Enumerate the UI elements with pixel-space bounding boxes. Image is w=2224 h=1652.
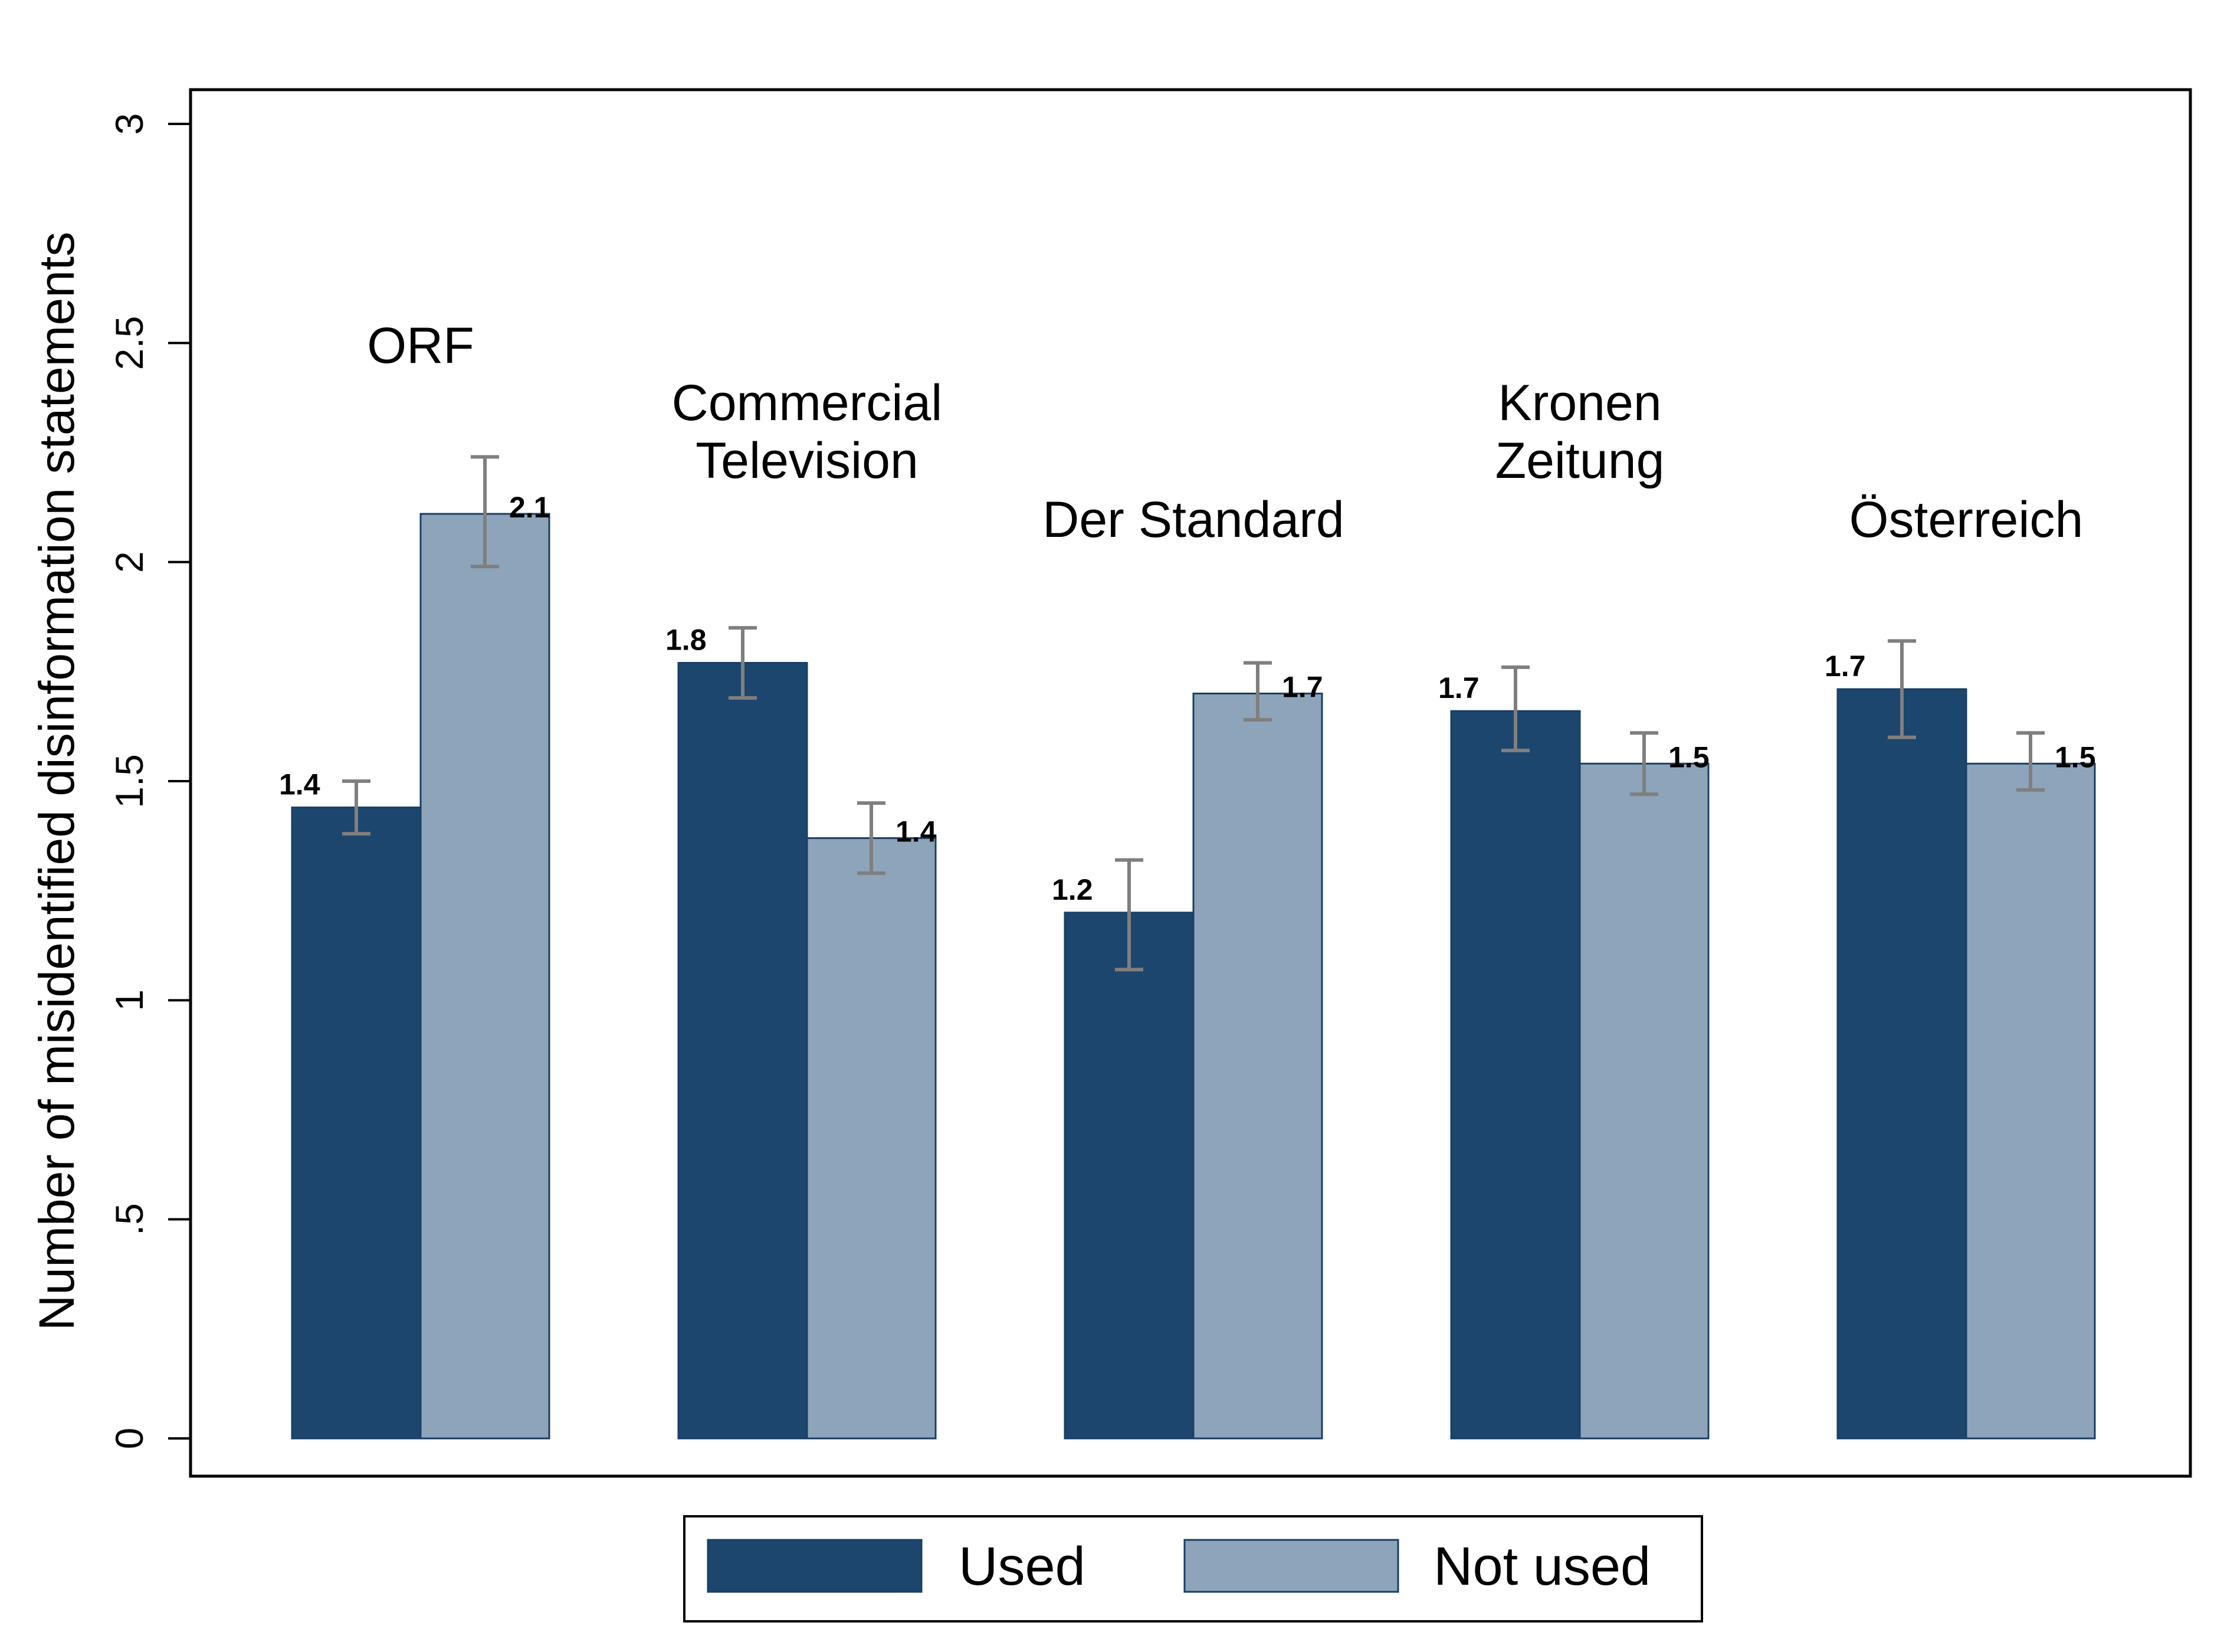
- y-tick-label: 3: [107, 113, 151, 135]
- data-label: 1.7: [1282, 670, 1323, 703]
- error-bar: [1115, 858, 1143, 972]
- bar-used: [1836, 688, 1967, 1440]
- data-label: 1.2: [1052, 873, 1093, 906]
- y-tick-label: 2: [107, 551, 151, 573]
- error-bar: [471, 455, 499, 569]
- y-axis-label: Number of misidentified disinformation s…: [29, 232, 84, 1331]
- category-label: Zeitung: [1495, 432, 1665, 489]
- bar-not-used: [1965, 762, 2096, 1440]
- bar-used: [1064, 912, 1195, 1440]
- data-label: 1.7: [1825, 650, 1866, 683]
- category-label: Der Standard: [1042, 491, 1344, 548]
- category-label: ORF: [367, 317, 474, 374]
- bar-used: [1450, 710, 1581, 1440]
- category-label: Commercial: [672, 375, 943, 431]
- error-bar: [1888, 639, 1916, 739]
- data-label: 2.1: [509, 491, 550, 524]
- y-tick-label: 1: [107, 989, 151, 1011]
- data-label: 1.5: [1668, 740, 1710, 773]
- bar-used: [291, 807, 422, 1440]
- y-tick-label: 2.5: [107, 316, 151, 370]
- error-bar: [729, 626, 757, 700]
- legend-label: Not used: [1434, 1536, 1651, 1597]
- bar-not-used: [806, 837, 937, 1440]
- y-tick-label: 1.5: [107, 754, 151, 808]
- bar-not-used: [1579, 762, 1710, 1440]
- bar-used: [677, 661, 808, 1440]
- bar-not-used: [1192, 692, 1323, 1440]
- bar-not-used: [419, 513, 550, 1440]
- error-bar: [1244, 661, 1272, 722]
- category-label: Österreich: [1849, 491, 2084, 548]
- error-bar: [2016, 731, 2045, 792]
- error-bar: [857, 801, 885, 875]
- bars: 1.4 2.1 1.8 1.4 1.2 1.7 1.7 1.5 1.7 1.5: [279, 455, 2096, 1440]
- data-label: 1.8: [665, 623, 707, 656]
- y-tick-label: .5: [107, 1203, 151, 1235]
- data-label: 1.7: [1438, 671, 1480, 704]
- y-axis: 0 .5 1 1.5 2 2.5 3: [107, 113, 191, 1450]
- category-label: Kronen: [1498, 375, 1661, 431]
- legend-label: Used: [959, 1536, 1085, 1597]
- error-bar: [1501, 665, 1530, 753]
- error-bar: [1630, 731, 1658, 796]
- y-tick-label: 0: [107, 1428, 151, 1450]
- data-label: 1.4: [895, 815, 937, 848]
- category-label: Television: [696, 432, 919, 489]
- data-label: 1.5: [2055, 740, 2096, 773]
- legend: Used Not used: [683, 1515, 1703, 1622]
- data-label: 1.4: [279, 768, 320, 801]
- error-bar: [342, 779, 370, 836]
- legend-swatch-used: [707, 1539, 923, 1593]
- legend-swatch-not-used: [1183, 1539, 1399, 1593]
